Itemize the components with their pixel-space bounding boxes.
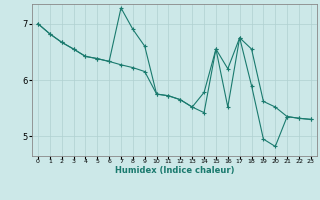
X-axis label: Humidex (Indice chaleur): Humidex (Indice chaleur) [115,166,234,175]
